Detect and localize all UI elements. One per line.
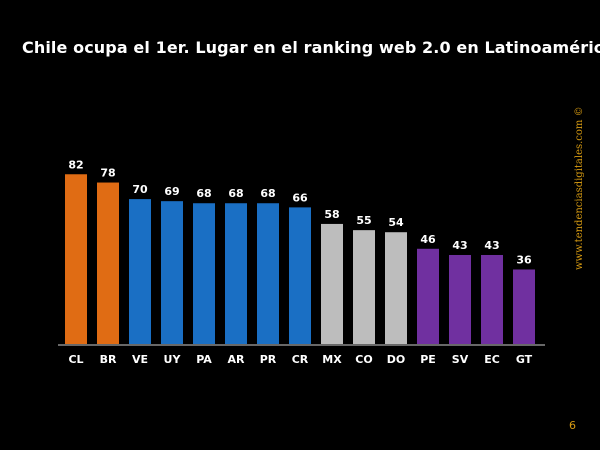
category-label-uy: UY — [164, 353, 182, 366]
bar-gt — [513, 269, 535, 344]
category-label-pa: PA — [196, 353, 212, 366]
bar-br — [97, 182, 119, 344]
category-label-ar: AR — [228, 353, 246, 366]
category-label-mx: MX — [322, 353, 342, 366]
value-label-cr: 66 — [292, 191, 308, 204]
value-label-gt: 36 — [516, 253, 532, 266]
value-labels-group: 82 78 70 69 68 68 68 66 58 55 54 46 43 43 36 — [68, 158, 532, 266]
page-number: 6 — [569, 419, 576, 432]
bars-group — [65, 174, 535, 344]
category-label-do: DO — [387, 353, 405, 366]
bar-mx — [321, 223, 343, 344]
value-label-uy: 69 — [164, 185, 179, 198]
bar-cr — [289, 207, 311, 344]
bar-sv — [449, 254, 471, 344]
bar-do — [385, 232, 407, 344]
bar-uy — [161, 201, 183, 344]
category-label-pe: PE — [420, 353, 436, 366]
category-label-ec: EC — [484, 353, 500, 366]
category-label-cr: CR — [292, 353, 309, 366]
value-label-pe: 46 — [420, 233, 436, 246]
value-label-ec: 43 — [484, 239, 499, 252]
chart-title: Chile ocupa el 1er. Lugar en el ranking … — [22, 38, 600, 57]
value-label-br: 78 — [100, 167, 115, 180]
category-label-gt: GT — [516, 353, 533, 366]
category-labels-group: CL BR VE UY PA AR PR CR MX CO DO PE SV EC GT — [68, 353, 532, 366]
bar-ar — [225, 203, 247, 344]
bar-co — [353, 230, 375, 344]
category-label-ve: VE — [132, 353, 148, 366]
value-label-co: 55 — [356, 214, 371, 227]
category-label-sv: SV — [452, 353, 469, 366]
category-label-co: CO — [355, 353, 372, 366]
category-label-pr: PR — [260, 353, 277, 366]
bar-ve — [129, 199, 151, 344]
bar-ec — [481, 254, 503, 344]
category-label-br: BR — [100, 353, 117, 366]
value-label-ar: 68 — [228, 187, 243, 200]
website-watermark: www.tendenciasdigitales.com © — [574, 106, 585, 270]
value-label-pr: 68 — [260, 187, 275, 200]
bar-pe — [417, 248, 439, 344]
category-label-cl: CL — [68, 353, 83, 366]
bar-cl — [65, 174, 87, 344]
bar-pr — [257, 203, 279, 344]
value-label-pa: 68 — [196, 187, 211, 200]
value-label-sv: 43 — [452, 239, 467, 252]
value-label-ve: 70 — [132, 183, 148, 196]
bar-pa — [193, 203, 215, 344]
value-label-mx: 58 — [324, 208, 339, 221]
value-label-cl: 82 — [68, 158, 83, 171]
value-label-do: 54 — [388, 216, 404, 229]
